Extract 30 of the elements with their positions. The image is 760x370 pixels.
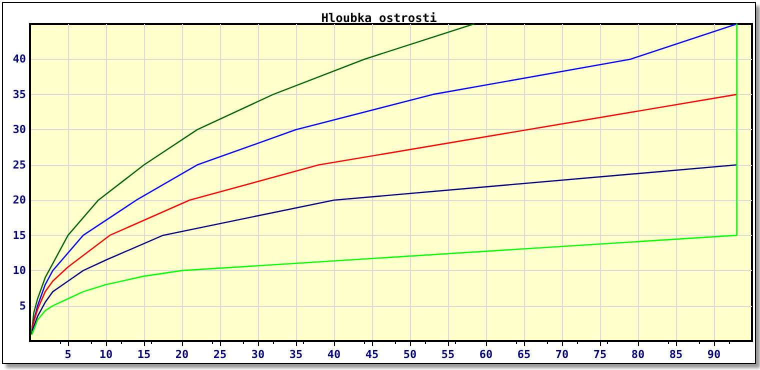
y-tick-label: 20 xyxy=(12,194,26,207)
x-tick-label: 50 xyxy=(403,348,417,361)
x-tick-label: 75 xyxy=(593,348,607,361)
x-tick-label: 10 xyxy=(99,348,113,361)
y-tick-label: 30 xyxy=(12,123,26,136)
y-tick-label: 5 xyxy=(19,299,26,312)
x-tick-label: 80 xyxy=(631,348,645,361)
y-tick-label: 35 xyxy=(12,88,26,101)
x-tick-label: 85 xyxy=(669,348,683,361)
x-tick-label: 65 xyxy=(517,348,531,361)
x-tick-label: 20 xyxy=(175,348,189,361)
x-tick-label: 5 xyxy=(64,348,72,361)
x-tick-label: 30 xyxy=(251,348,265,361)
x-tick-label: 40 xyxy=(327,348,341,361)
x-tick-label: 45 xyxy=(365,348,379,361)
x-tick-label: 60 xyxy=(479,348,493,361)
line-series xyxy=(32,94,738,328)
line-series xyxy=(32,164,738,332)
y-tick-label: 10 xyxy=(12,264,26,278)
x-tick-label: 70 xyxy=(555,348,569,361)
x-tick-label: 35 xyxy=(289,348,303,361)
x-tick-label: 25 xyxy=(213,348,227,361)
x-tick-label: 90 xyxy=(707,348,721,361)
y-tick-label: 40 xyxy=(12,52,26,66)
line-series xyxy=(30,23,474,335)
y-tick-label: 25 xyxy=(12,158,26,172)
y-tick-label: 15 xyxy=(12,228,26,242)
x-tick-label: 15 xyxy=(137,348,151,361)
chart-title: Hloubka ostrosti xyxy=(321,11,437,25)
x-tick-label: 55 xyxy=(441,348,455,361)
